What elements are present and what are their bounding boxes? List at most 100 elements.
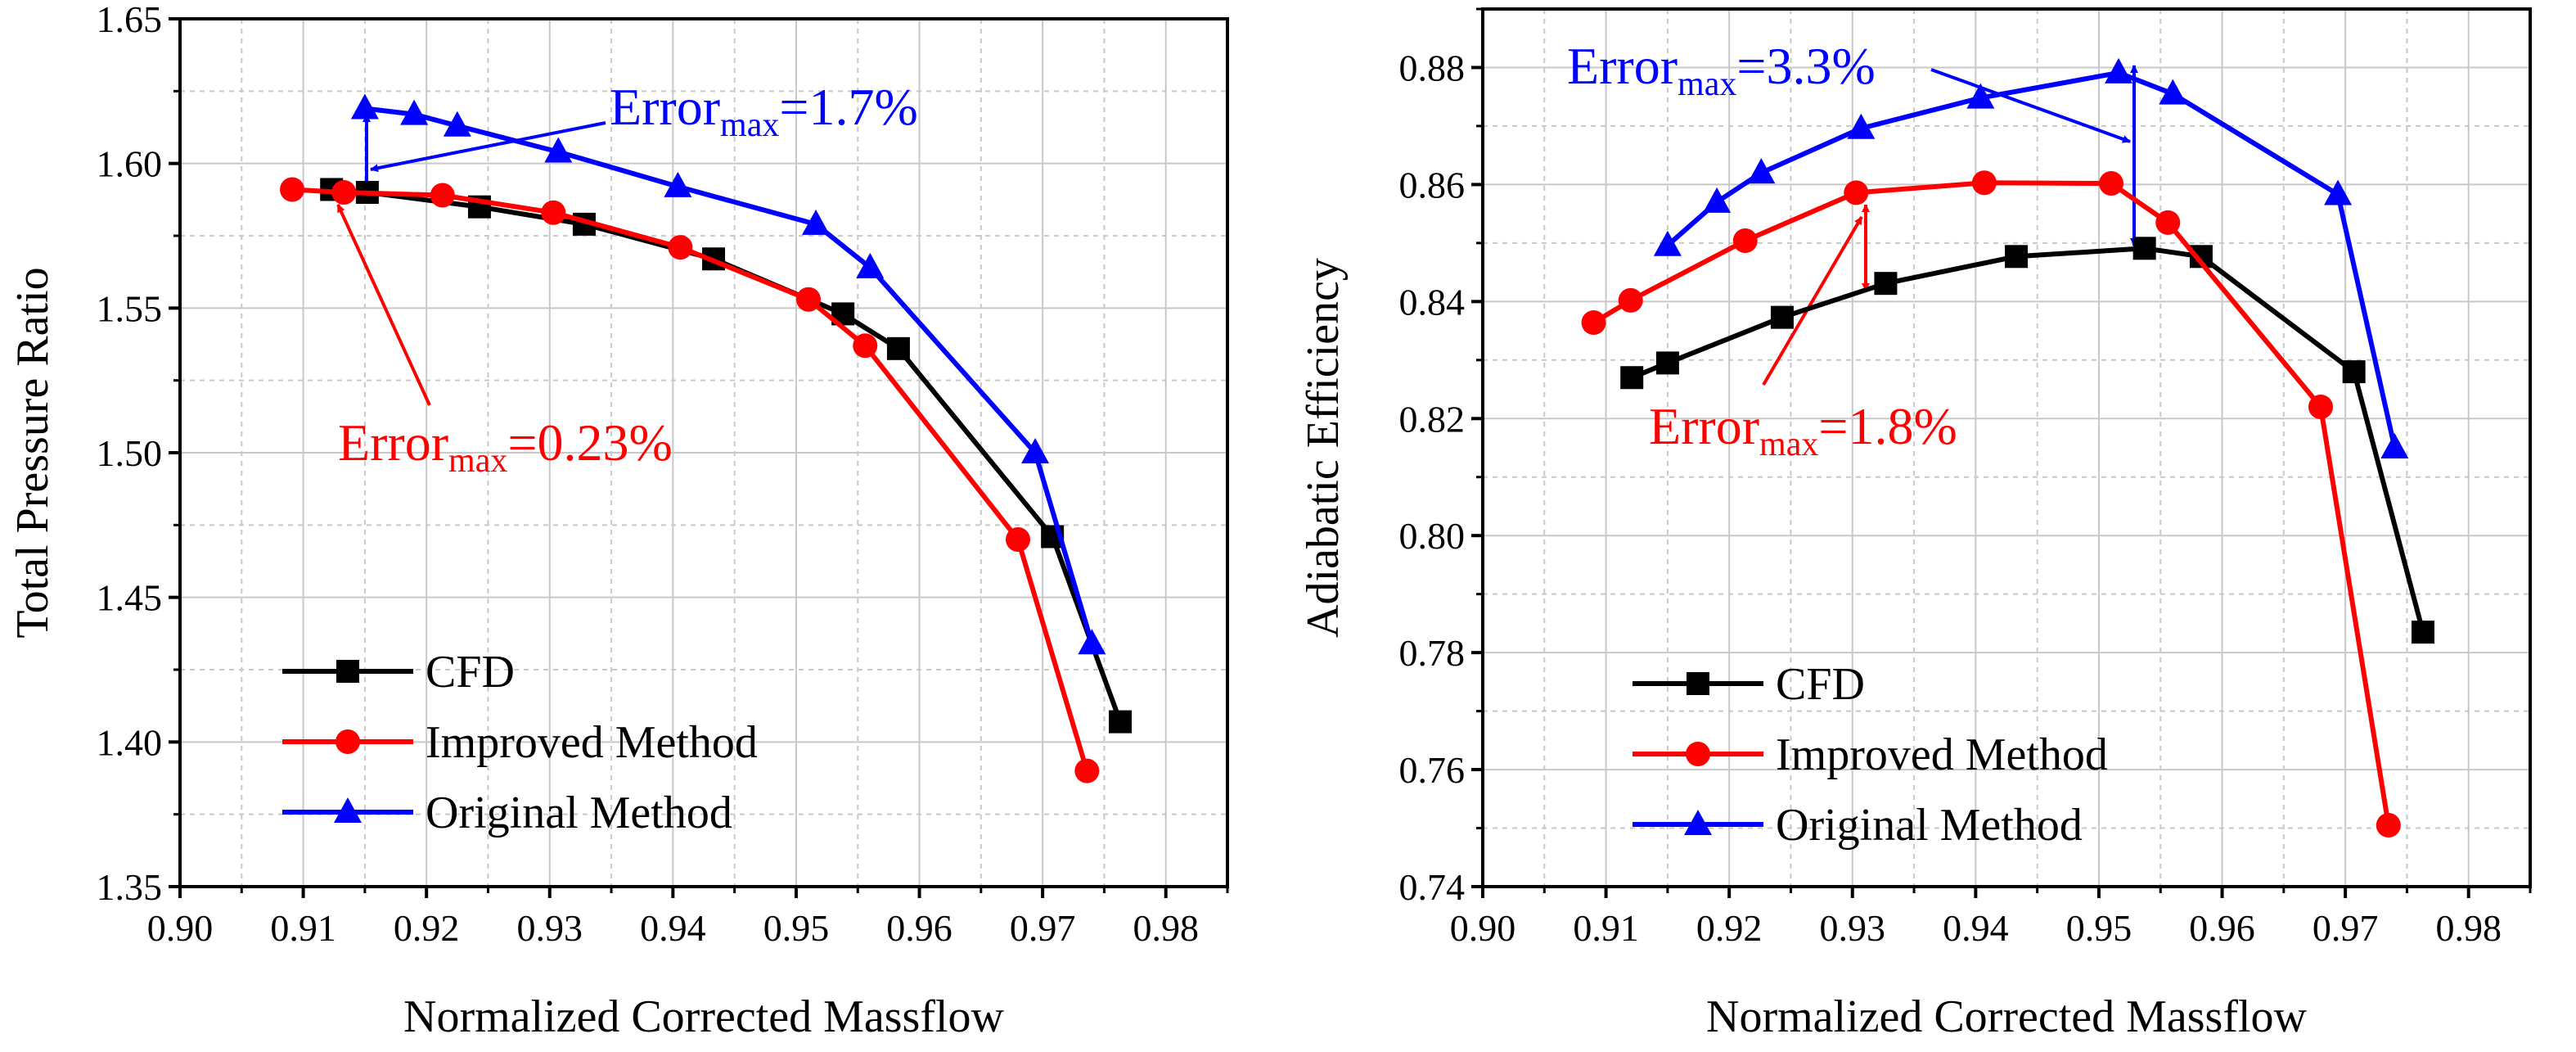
data-point-improved bbox=[541, 200, 566, 225]
data-point-cfd bbox=[1620, 366, 1644, 390]
data-point-improved bbox=[668, 235, 693, 260]
anno-base: Error bbox=[338, 413, 448, 472]
data-point-original bbox=[443, 111, 471, 137]
y-tick-label: 0.86 bbox=[1399, 164, 1466, 205]
arrow-orig-right bbox=[1930, 68, 2131, 143]
data-point-improved bbox=[1618, 287, 1643, 313]
x-tick-label: 0.98 bbox=[1133, 907, 1199, 949]
data-point-original bbox=[1703, 187, 1732, 213]
x-tick-label: 0.92 bbox=[394, 907, 460, 949]
y-tick-label: 1.35 bbox=[97, 866, 163, 908]
x-axis-title-right: Normalized Corrected Massflow bbox=[1706, 991, 2308, 1042]
plot-frame-right bbox=[1481, 7, 2532, 888]
data-point-original bbox=[2159, 79, 2187, 105]
legend-marker-cfd bbox=[336, 660, 359, 683]
data-point-original bbox=[1966, 83, 1995, 109]
y-axis-title-left: Total Pressure Ratio bbox=[7, 267, 58, 638]
anno-value: =3.3% bbox=[1736, 37, 1875, 95]
legend-label-original: Original Method bbox=[426, 788, 732, 838]
data-point-original bbox=[1021, 438, 1050, 463]
chart-right: 0.90 0.91 0.92 0.93 0.94 0.95 0.96 0.97 0.98 0.74… bbox=[1298, 7, 2532, 1042]
x-tick-label: 0.96 bbox=[2189, 907, 2255, 949]
data-point-cfd bbox=[1874, 272, 1898, 296]
x-tick-label: 0.91 bbox=[1573, 907, 1639, 949]
anno-base: Error bbox=[1567, 37, 1678, 95]
anno-value: =0.23% bbox=[507, 413, 672, 472]
legend-left: CFD Improved Method Original Method bbox=[282, 647, 758, 838]
data-point-cfd bbox=[2342, 360, 2366, 384]
x-tick-label: 0.98 bbox=[2435, 907, 2502, 949]
x-tick-label: 0.94 bbox=[1943, 907, 2009, 949]
data-point-improved bbox=[1074, 758, 1100, 783]
data-point-original bbox=[802, 209, 831, 235]
series-line-improved bbox=[291, 187, 1090, 772]
ticks-left: 0.90 0.91 0.92 0.93 0.94 0.95 0.96 0.97 0.98 1.35… bbox=[97, 0, 1229, 949]
data-point-improved bbox=[853, 333, 878, 359]
x-tick-label: 0.93 bbox=[1820, 907, 1886, 949]
arrow-improved-right bbox=[1762, 215, 1863, 386]
data-point-cfd bbox=[2132, 237, 2156, 260]
x-axis-title-left: Normalized Corrected Massflow bbox=[403, 991, 1005, 1042]
y-tick-label: 1.40 bbox=[97, 721, 163, 763]
legend-right: CFD Improved Method Original Method bbox=[1633, 659, 2108, 851]
y-tick-label: 1.55 bbox=[97, 287, 163, 329]
anno-value: =1.7% bbox=[779, 78, 917, 136]
data-point-original bbox=[350, 93, 379, 120]
x-tick-label: 0.95 bbox=[763, 907, 830, 949]
annotation-red-right: Errormax=1.8% bbox=[1649, 397, 1957, 463]
data-point-original bbox=[664, 171, 692, 197]
x-tick-label: 0.90 bbox=[147, 907, 214, 949]
data-point-improved bbox=[2376, 812, 2401, 838]
annotation-red-left: Errormax=0.23% bbox=[338, 413, 673, 480]
legend-marker-improved bbox=[1686, 742, 1710, 766]
y-tick-label: 0.84 bbox=[1399, 281, 1466, 323]
data-point-original bbox=[1847, 113, 1876, 139]
data-point-improved bbox=[430, 183, 455, 208]
legend-marker-original bbox=[1684, 810, 1712, 835]
legend-label-cfd: CFD bbox=[426, 647, 515, 698]
data-point-improved bbox=[1844, 180, 1869, 205]
data-point-improved bbox=[1971, 170, 1997, 196]
chart-left: 0.90 0.91 0.92 0.93 0.94 0.95 0.96 0.97 0.98 1.35… bbox=[7, 0, 1229, 1042]
legend-marker-cfd bbox=[1687, 672, 1709, 695]
data-point-improved bbox=[1581, 310, 1606, 336]
anno-sub: max bbox=[1678, 65, 1736, 103]
data-point-improved bbox=[1006, 527, 1030, 552]
y-tick-label: 0.88 bbox=[1399, 47, 1466, 88]
x-tick-label: 0.94 bbox=[640, 907, 706, 949]
data-point-original bbox=[2324, 179, 2353, 205]
y-tick-label: 1.50 bbox=[97, 432, 163, 474]
series-line-original bbox=[364, 106, 1095, 645]
data-point-improved bbox=[331, 180, 357, 205]
y-tick-label: 0.80 bbox=[1399, 515, 1466, 557]
anno-sub: max bbox=[1759, 426, 1818, 463]
data-point-original bbox=[544, 137, 573, 163]
data-point-original bbox=[2105, 57, 2133, 84]
x-tick-label: 0.97 bbox=[1010, 907, 1076, 949]
y-tick-label: 0.74 bbox=[1399, 866, 1466, 908]
anno-base: Error bbox=[610, 78, 720, 136]
legend-label-improved: Improved Method bbox=[426, 717, 758, 768]
ticks-right: 0.90 0.91 0.92 0.93 0.94 0.95 0.96 0.97 0.98 0.74… bbox=[1399, 7, 2532, 949]
y-tick-label: 0.76 bbox=[1399, 749, 1466, 791]
data-point-original bbox=[1747, 158, 1776, 184]
data-point-improved bbox=[2308, 394, 2333, 419]
arrow-improved-left bbox=[336, 204, 431, 406]
data-point-cfd bbox=[886, 336, 910, 360]
annotation-arrows-right bbox=[1762, 65, 2138, 386]
data-point-original bbox=[1653, 230, 1682, 256]
data-point-improved bbox=[796, 287, 821, 312]
legend-label-cfd: CFD bbox=[1776, 659, 1865, 710]
data-point-cfd bbox=[2005, 245, 2029, 269]
y-tick-label: 0.82 bbox=[1399, 398, 1466, 440]
arrow-orig-left bbox=[370, 121, 606, 173]
data-point-improved bbox=[2155, 210, 2181, 235]
data-point-cfd bbox=[2411, 621, 2434, 644]
series-right bbox=[1581, 57, 2434, 838]
data-point-improved bbox=[2099, 170, 2123, 196]
x-tick-label: 0.97 bbox=[2313, 907, 2379, 949]
x-tick-label: 0.91 bbox=[270, 907, 336, 949]
series-line-original bbox=[1665, 70, 2398, 449]
data-point-original bbox=[400, 99, 429, 125]
